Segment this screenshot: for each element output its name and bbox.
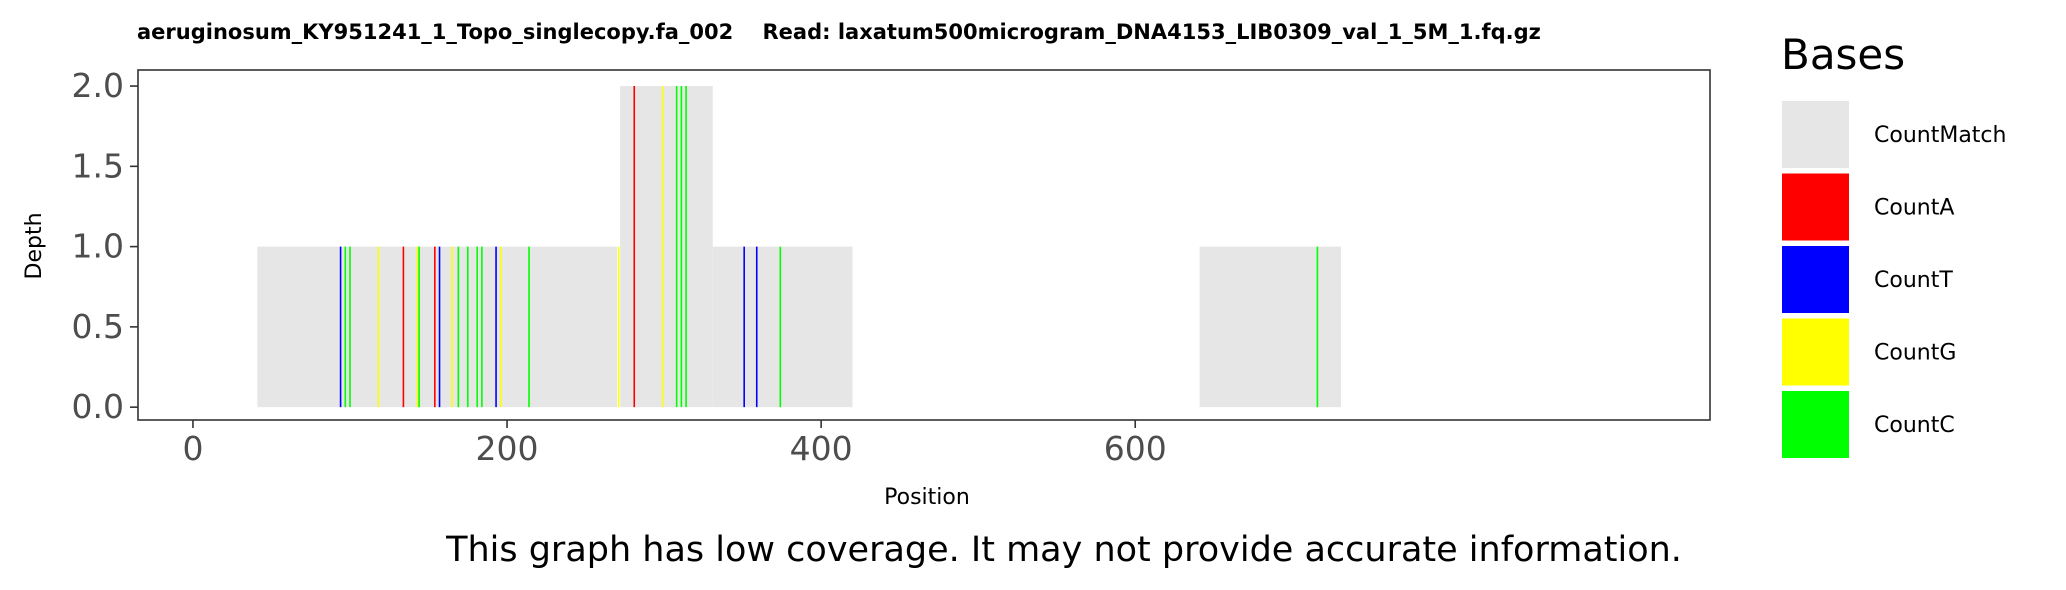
y-tick-label: 0.0: [72, 387, 124, 426]
y-axis-title: Depth: [22, 212, 47, 279]
y-tick-label: 1.0: [72, 227, 124, 266]
legend-swatch-g: [1782, 318, 1849, 386]
coverage-bar-1: [620, 86, 713, 408]
legend-label-a: CountA: [1874, 196, 1954, 221]
legend-title: Bases: [1781, 30, 1905, 79]
legend-swatch-t: [1782, 246, 1849, 313]
plot-area: [137, 69, 1711, 421]
legend-label-match: CountMatch: [1874, 123, 2006, 148]
x-axis: 0 200 400 600: [182, 420, 1167, 468]
coverage-bar-0: [257, 246, 617, 408]
coverage-bar-3: [1199, 246, 1341, 408]
x-tick-label: 200: [476, 429, 539, 468]
x-tick-label: 600: [1104, 429, 1167, 468]
mismatch-layer: [339, 86, 1319, 408]
y-axis: 0.0 0.5 1.0 1.5 2.0: [72, 66, 138, 426]
legend-swatch-match: [1782, 101, 1849, 168]
chart-title: aeruginosum_KY951241_1_Topo_singlecopy.f…: [137, 20, 1541, 44]
plot-frame: [137, 69, 1711, 421]
x-tick-label: 400: [790, 429, 853, 468]
y-tick-label: 0.5: [72, 307, 124, 346]
legend-label-c: CountC: [1874, 413, 1955, 438]
y-tick-label: 2.0: [72, 66, 124, 105]
x-axis-title: Position: [884, 485, 970, 510]
legend-swatch-a: [1782, 173, 1849, 241]
low-coverage-note: This graph has low coverage. It may not …: [445, 530, 1682, 570]
legend-swatch-c: [1782, 391, 1849, 458]
coverage-bar-2: [712, 246, 853, 408]
legend-label-g: CountG: [1874, 341, 1956, 366]
x-tick-label: 0: [182, 429, 203, 468]
legend: Bases CountMatch CountA CountT CountG CountC: [1781, 30, 2006, 458]
y-tick-label: 1.5: [72, 146, 124, 185]
legend-label-t: CountT: [1874, 268, 1953, 293]
